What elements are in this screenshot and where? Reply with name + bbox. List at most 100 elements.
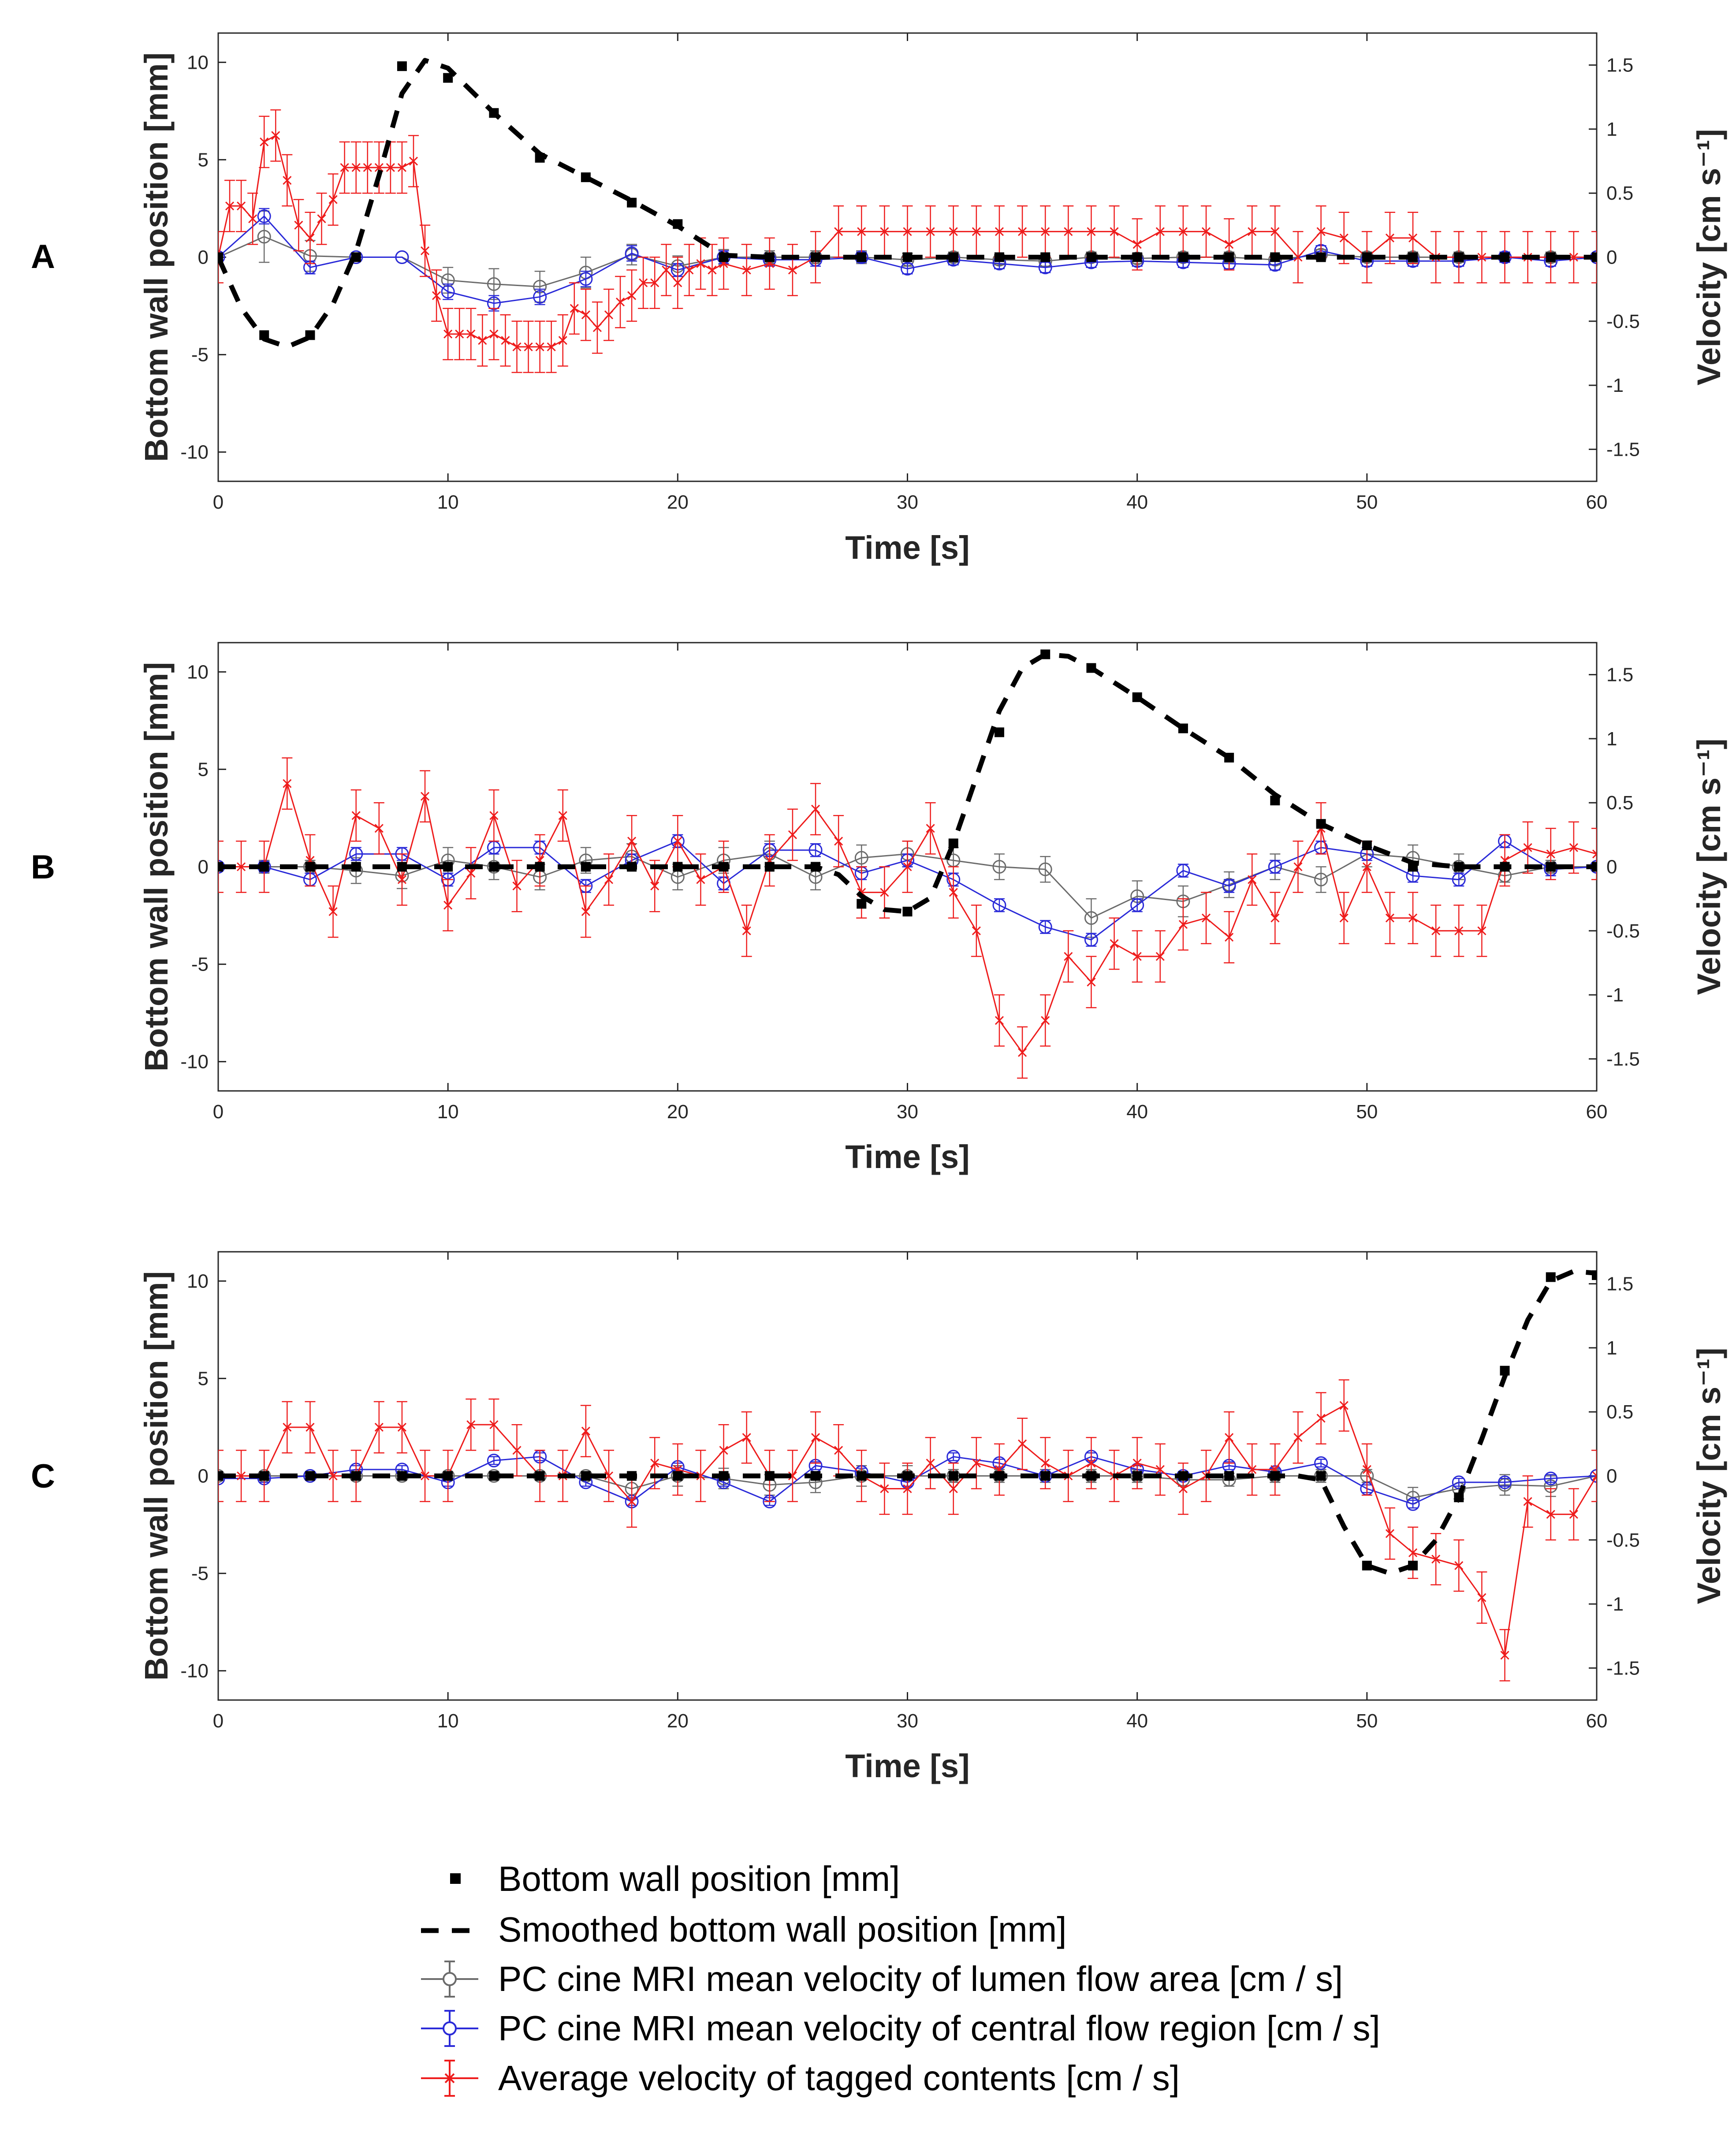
x-marker [1293,1433,1303,1442]
plot-area [218,649,1597,1079]
x-marker [351,163,361,172]
circle-marker [1268,860,1282,874]
x-tick-label: 0 [213,1710,224,1732]
x-marker [328,907,338,916]
x-marker [409,156,418,166]
x-marker [1454,1561,1464,1570]
y-tick-label: 10 [187,52,209,73]
x-marker [374,1423,384,1432]
x-tick-label: 10 [437,1101,459,1123]
chart-panel-c: C 0 10 20 30 40 50 60 -10 -5 0 5 10 -1.5 -1 -0.5 0 0.5 1 1.… [31,1251,1727,1784]
x-marker [1041,1459,1050,1468]
x-marker [1270,913,1280,923]
y-tick-label: -5 [191,954,209,975]
position-marker [902,907,913,917]
x-marker [949,227,958,236]
circle-marker [1452,1475,1466,1489]
y-axis-title: Bottom wall position [mm] [138,662,175,1072]
smoothed-position-line [218,652,1597,914]
circle-marker [1314,1456,1328,1470]
x-marker [995,227,1004,236]
x-marker [328,1471,338,1481]
x-marker [880,888,889,897]
x-marker [1064,227,1073,236]
y2-tick-label: 0.5 [1606,1401,1633,1423]
x-marker [1316,227,1326,236]
x-marker [1064,952,1073,961]
x-marker [627,1497,637,1506]
x-marker [1178,1484,1188,1493]
position-marker [1132,1471,1142,1481]
x-marker [949,1484,958,1493]
x-marker [443,329,453,339]
x-marker [972,926,981,935]
position-marker [764,862,775,872]
x-marker [512,882,522,891]
legend-item-position: Bottom wall position [mm] [450,1859,900,1898]
x-tick-label: 60 [1586,1101,1608,1123]
circle-marker [992,860,1006,874]
x-marker [466,1420,476,1429]
series-x-errorbar [218,757,1597,1079]
circle-marker [808,843,823,857]
x-marker [1362,1465,1371,1474]
x-marker [662,265,671,275]
x-tick-label: 50 [1356,491,1378,513]
legend-label-tagged: Average velocity of tagged contents [cm … [498,2058,1180,2098]
legend-item-central: PC cine MRI mean velocity of central flo… [421,2009,1380,2048]
circle-marker [1590,1469,1597,1483]
x-marker [558,336,567,345]
position-marker [443,73,453,83]
x-axis-title: Time [s] [845,1139,969,1175]
x-marker [1155,1465,1165,1474]
x-marker [1087,1459,1096,1468]
x-marker [489,329,499,339]
series-x-errorbar [218,1379,1597,1682]
x-marker [374,824,384,833]
x-marker [1018,1048,1027,1057]
x-marker [742,265,751,275]
y2-tick-label: 1.5 [1606,1273,1633,1295]
x-marker [581,907,590,916]
y-tick-label: -10 [180,1051,209,1073]
x-marker [294,220,303,230]
x-marker [811,804,820,814]
legend-label-smoothed: Smoothed bottom wall position [mm] [498,1910,1066,1949]
x-marker [650,278,659,287]
y2-tick-label: -1.5 [1606,1657,1640,1679]
position-marker [673,1471,683,1481]
x-marker [535,342,544,351]
x-tick-label: 40 [1126,1101,1148,1123]
position-marker [1362,840,1372,850]
position-marker [581,862,591,872]
circle-marker [1222,879,1236,893]
x-marker [1225,933,1234,942]
x-marker [489,1420,499,1429]
x-marker [742,926,751,935]
circle-marker [1084,933,1098,947]
legend: Bottom wall position [mm] Smoothed botto… [421,1859,1380,2098]
circle-marker [1038,920,1052,934]
x-tick-label: 20 [667,1710,689,1732]
x-marker [903,1484,912,1493]
plot-area [218,58,1597,373]
x-marker [397,875,406,884]
x-marker [696,875,705,884]
x-marker [673,837,682,846]
x-marker [1248,227,1257,236]
x-marker [1477,253,1486,262]
x-marker [1201,913,1211,923]
panel-label: A [31,238,55,275]
x-marker [237,862,246,871]
y-tick-label: 0 [198,1466,209,1487]
y2-tick-label: -0.5 [1606,920,1640,942]
x-marker [317,214,326,223]
y-tick-label: 10 [187,661,209,683]
x-marker [1225,1433,1234,1442]
x-marker [1523,843,1532,852]
x-marker [926,227,935,236]
x-marker [524,342,533,351]
x-axis-title: Time [s] [845,529,969,566]
x-marker [260,137,269,147]
